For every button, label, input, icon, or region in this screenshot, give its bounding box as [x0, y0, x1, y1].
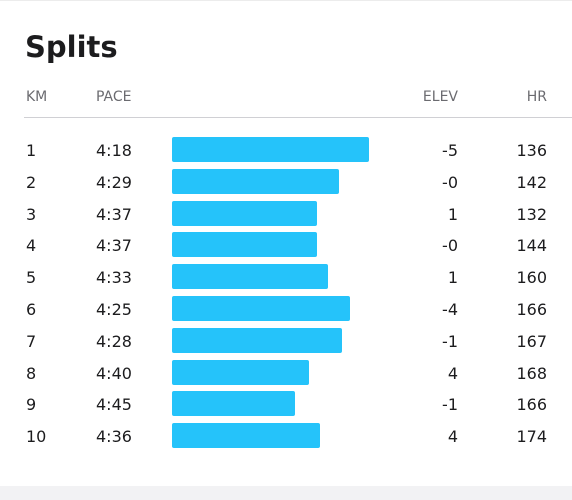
- split-pace: 4:29: [96, 172, 132, 192]
- split-elevation: 4: [447, 363, 458, 383]
- split-elevation: -0: [442, 236, 458, 256]
- split-heart-rate: 174: [516, 427, 547, 447]
- split-pace: 4:37: [96, 236, 132, 256]
- split-pace: 4:40: [96, 363, 132, 383]
- splits-table-body: 1 4:18 -5 136 2 4:29 -0 142 3 4:37 1 132 4 4:37 -0 144 5…: [0, 137, 572, 455]
- split-km: 1: [26, 141, 37, 160]
- column-header-km: KM: [26, 89, 48, 105]
- split-heart-rate: 168: [516, 363, 547, 383]
- split-elevation: -1: [442, 331, 458, 351]
- split-pace: 4:45: [96, 395, 132, 415]
- pace-bar: [172, 264, 328, 290]
- split-row: 4 4:37 -0 144: [0, 232, 572, 264]
- pace-bar: [172, 200, 317, 226]
- split-row: 8 4:40 4 168: [0, 359, 572, 392]
- pace-bar: [172, 391, 295, 417]
- split-elevation: 1: [447, 268, 458, 288]
- split-km: 5: [26, 268, 37, 288]
- page-title: Splits: [25, 30, 118, 64]
- splits-card: Splits KM PACE ELEV HR 1 4:18 -5 136 2 4:29 -0…: [0, 0, 572, 455]
- split-km: 6: [26, 299, 37, 319]
- split-row: 9 4:45 -1 166: [0, 391, 572, 423]
- split-km: 4: [26, 236, 37, 256]
- split-elevation: 4: [447, 427, 458, 447]
- header-divider: [24, 117, 572, 118]
- split-pace: 4:18: [96, 141, 132, 160]
- split-heart-rate: 166: [516, 299, 547, 319]
- split-row: 1 4:18 -5 136: [0, 137, 572, 169]
- split-elevation: -5: [442, 141, 458, 160]
- split-heart-rate: 160: [516, 268, 547, 288]
- split-pace: 4:33: [96, 268, 132, 288]
- pace-bar: [172, 168, 339, 194]
- split-pace: 4:37: [96, 204, 132, 224]
- split-pace: 4:25: [96, 299, 132, 319]
- page-background-strip: [0, 486, 572, 500]
- split-row: 7 4:28 -1 167: [0, 327, 572, 360]
- pace-bar: [172, 232, 317, 258]
- split-heart-rate: 132: [516, 204, 547, 224]
- pace-bar: [172, 295, 350, 321]
- split-km: 2: [26, 172, 37, 192]
- split-km: 10: [26, 427, 47, 447]
- split-heart-rate: 144: [516, 236, 547, 256]
- split-elevation: -4: [442, 299, 458, 319]
- split-heart-rate: 142: [516, 172, 547, 192]
- split-elevation: -1: [442, 395, 458, 415]
- split-row: 5 4:33 1 160: [0, 264, 572, 296]
- split-km: 9: [26, 395, 37, 415]
- split-row: 3 4:37 1 132: [0, 200, 572, 233]
- split-elevation: -0: [442, 172, 458, 192]
- split-row: 10 4:36 4 174: [0, 423, 572, 455]
- pace-bar: [172, 327, 342, 353]
- column-header-hr: HR: [526, 89, 547, 105]
- split-km: 8: [26, 363, 37, 383]
- split-row: 2 4:29 -0 142: [0, 168, 572, 201]
- column-header-elev: ELEV: [422, 89, 458, 105]
- split-pace: 4:28: [96, 331, 132, 351]
- split-elevation: 1: [447, 204, 458, 224]
- split-km: 7: [26, 331, 37, 351]
- split-row: 6 4:25 -4 166: [0, 295, 572, 328]
- splits-table-header: KM PACE ELEV HR: [0, 89, 572, 109]
- split-km: 3: [26, 204, 37, 224]
- pace-bar: [172, 137, 369, 162]
- column-header-pace: PACE: [96, 89, 132, 105]
- split-pace: 4:36: [96, 427, 132, 447]
- split-heart-rate: 167: [516, 331, 547, 351]
- split-heart-rate: 166: [516, 395, 547, 415]
- pace-bar: [172, 359, 309, 385]
- split-heart-rate: 136: [516, 141, 547, 160]
- pace-bar: [172, 423, 320, 449]
